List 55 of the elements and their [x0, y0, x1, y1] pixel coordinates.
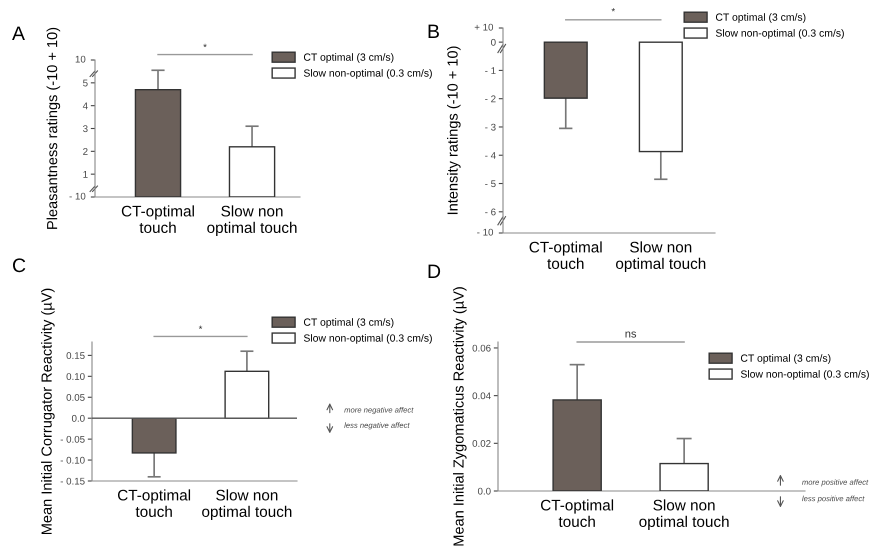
x-tick-label: CT-optimal touch — [541, 499, 614, 528]
x-tick-label: Slow non optimal touch — [639, 499, 729, 530]
legend-label: Slow non-optimal (0.3 cm/s) — [740, 370, 869, 380]
y-tick-label: - 4 — [485, 152, 496, 159]
y-tick-label: - 1 — [485, 67, 496, 74]
text: - 10 — [69, 192, 86, 200]
y-tick-label: 0.0 — [478, 488, 491, 495]
text: D — [428, 264, 440, 278]
x-tick-label: CT-optimal touch — [118, 489, 190, 518]
y-tick-label: 2 — [83, 148, 88, 155]
y-tick-label: 0.05 — [66, 394, 85, 401]
y-tick-label: 4 — [82, 102, 88, 110]
text: A — [12, 26, 25, 40]
y-tick-label: 1 — [83, 171, 88, 178]
legend-label: Slow non-optimal (0.3 cm/s) — [304, 69, 432, 79]
y-tick-label: 0.02 — [472, 440, 491, 447]
legend-label: Slow non-optimal (0.3 cm/s) — [304, 334, 432, 344]
x-tick-label: CT-optimal touch — [530, 241, 602, 270]
y-tick-label: - 0.05 — [60, 436, 85, 443]
y-tick-label: - 0.15 — [60, 478, 85, 485]
y-tick-label: 5 — [83, 80, 88, 86]
text: C — [12, 258, 26, 272]
x-tick-label: Slow non optimal touch — [202, 489, 292, 520]
y-tick-label: - 5 — [485, 180, 496, 188]
y-tick-label: 0.10 — [66, 373, 85, 380]
y-tick-label: - 3 — [485, 124, 496, 131]
text: B — [428, 24, 439, 38]
legend-label: CT optimal (3 cm/s) — [304, 53, 394, 63]
y-axis-title: Mean Initial Zygomaticus Reactivity (µV) — [452, 287, 467, 546]
y-tick-label: 0.0 — [72, 414, 85, 422]
y-tick-label: 0 — [491, 38, 496, 46]
text: * — [612, 8, 616, 12]
text: - 10 — [477, 228, 494, 236]
text: 10 — [76, 56, 86, 63]
y-tick-label: - 6 — [485, 208, 496, 216]
y-tick-label: - 0.10 — [60, 456, 85, 464]
y-tick-label: 0.06 — [472, 344, 491, 352]
y-axis-title: Intensity ratings (-10 + 10) — [447, 46, 461, 214]
y-tick-label: 0.04 — [472, 392, 491, 400]
legend-label: CT optimal (3 cm/s) — [304, 318, 394, 328]
legend-label: CT optimal (3 cm/s) — [716, 13, 806, 23]
x-tick-label: Slow non optimal touch — [207, 205, 296, 236]
text: * — [203, 44, 207, 48]
y-tick-label: 0.15 — [66, 352, 85, 360]
text: ns — [626, 331, 636, 338]
text: + 10 — [474, 24, 494, 31]
y-axis-title: Pleasantness ratings (-10 + 10) — [46, 28, 60, 229]
legend-label: Slow non-optimal (0.3 cm/s) — [716, 29, 844, 39]
y-tick-label: - 2 — [485, 95, 496, 102]
x-tick-label: Slow non optimal touch — [616, 241, 706, 272]
y-axis-title: Mean Initial Corrugator Reactivity (µV) — [41, 288, 55, 534]
legend-label: CT optimal (3 cm/s) — [740, 354, 830, 364]
text: * — [198, 326, 202, 330]
x-tick-label: CT-optimal touch — [122, 205, 194, 234]
y-tick-label: 3 — [83, 125, 88, 132]
